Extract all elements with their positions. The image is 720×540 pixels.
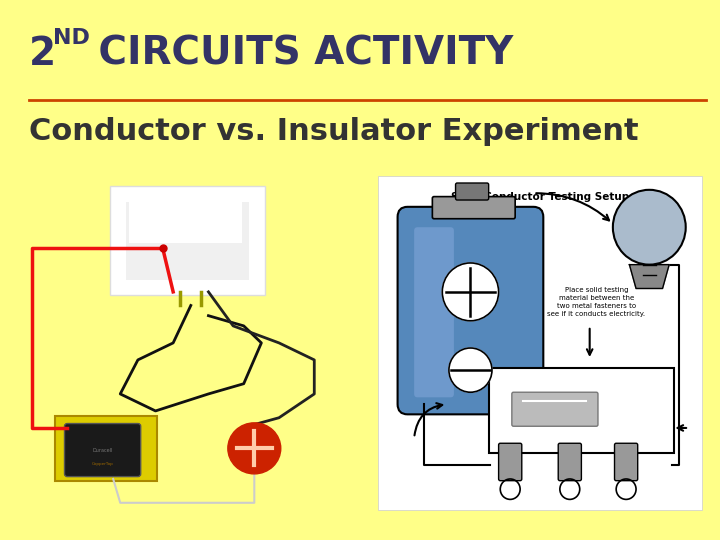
FancyBboxPatch shape [512, 392, 598, 426]
FancyBboxPatch shape [378, 176, 702, 510]
FancyBboxPatch shape [456, 183, 489, 200]
Text: Solid Conductor Testing Setup: Solid Conductor Testing Setup [451, 192, 629, 201]
Circle shape [442, 263, 498, 321]
Text: Conductor vs. Insulator Experiment: Conductor vs. Insulator Experiment [29, 117, 639, 146]
FancyBboxPatch shape [615, 443, 638, 481]
FancyBboxPatch shape [432, 197, 516, 219]
Text: CIRCUITS ACTIVITY: CIRCUITS ACTIVITY [85, 35, 513, 73]
Text: ND: ND [53, 28, 89, 48]
Circle shape [449, 348, 492, 392]
FancyBboxPatch shape [498, 443, 522, 481]
FancyBboxPatch shape [397, 207, 544, 414]
FancyBboxPatch shape [65, 423, 140, 477]
FancyBboxPatch shape [489, 368, 674, 454]
Text: Duracell: Duracell [92, 448, 113, 453]
FancyBboxPatch shape [414, 227, 454, 397]
FancyBboxPatch shape [129, 198, 242, 242]
Text: CopperTop: CopperTop [91, 462, 114, 465]
Text: 2: 2 [29, 35, 56, 73]
FancyBboxPatch shape [55, 416, 157, 481]
FancyBboxPatch shape [558, 443, 582, 481]
Circle shape [613, 190, 685, 265]
FancyBboxPatch shape [109, 186, 265, 295]
Polygon shape [629, 265, 669, 288]
Text: Place solid testing
material between the
two metal fasteners to
see if it conduc: Place solid testing material between the… [547, 287, 645, 317]
FancyBboxPatch shape [125, 202, 249, 280]
Circle shape [228, 423, 281, 474]
